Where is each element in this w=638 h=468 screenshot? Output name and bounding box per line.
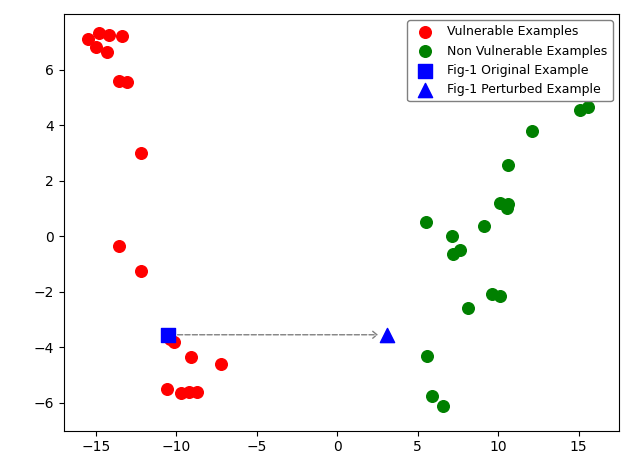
Non Vulnerable Examples: [502, 205, 512, 212]
Fig-1 Perturbed Example: [382, 331, 392, 338]
Non Vulnerable Examples: [503, 161, 513, 169]
Legend: Vulnerable Examples, Non Vulnerable Examples, Fig-1 Original Example, Fig-1 Pert: Vulnerable Examples, Non Vulnerable Exam…: [407, 20, 612, 101]
Non Vulnerable Examples: [583, 103, 593, 111]
Non Vulnerable Examples: [454, 246, 464, 254]
Fig-1 Original Example: [163, 331, 174, 338]
Vulnerable Examples: [114, 242, 124, 249]
Vulnerable Examples: [136, 149, 146, 157]
Vulnerable Examples: [83, 35, 93, 43]
Non Vulnerable Examples: [527, 127, 537, 134]
Vulnerable Examples: [102, 48, 112, 55]
Non Vulnerable Examples: [420, 219, 431, 226]
Non Vulnerable Examples: [591, 72, 602, 79]
Non Vulnerable Examples: [575, 106, 585, 114]
Vulnerable Examples: [165, 335, 175, 343]
Vulnerable Examples: [117, 32, 127, 40]
Non Vulnerable Examples: [438, 402, 449, 410]
Vulnerable Examples: [136, 267, 146, 275]
Vulnerable Examples: [114, 77, 124, 84]
Non Vulnerable Examples: [427, 392, 437, 400]
Vulnerable Examples: [176, 389, 186, 397]
Vulnerable Examples: [186, 353, 196, 361]
Vulnerable Examples: [104, 31, 114, 39]
Non Vulnerable Examples: [487, 291, 497, 298]
Non Vulnerable Examples: [448, 250, 458, 258]
Non Vulnerable Examples: [447, 233, 457, 240]
Vulnerable Examples: [184, 388, 195, 395]
Non Vulnerable Examples: [591, 91, 602, 98]
Vulnerable Examples: [161, 385, 172, 393]
Vulnerable Examples: [91, 44, 101, 51]
Non Vulnerable Examples: [494, 292, 505, 300]
Non Vulnerable Examples: [478, 223, 489, 230]
Vulnerable Examples: [121, 78, 131, 86]
Non Vulnerable Examples: [422, 352, 433, 359]
Vulnerable Examples: [192, 388, 202, 395]
Non Vulnerable Examples: [494, 199, 505, 206]
Non Vulnerable Examples: [503, 200, 513, 208]
Vulnerable Examples: [169, 338, 179, 345]
Non Vulnerable Examples: [463, 305, 473, 312]
Vulnerable Examples: [94, 30, 104, 37]
Vulnerable Examples: [216, 360, 226, 368]
